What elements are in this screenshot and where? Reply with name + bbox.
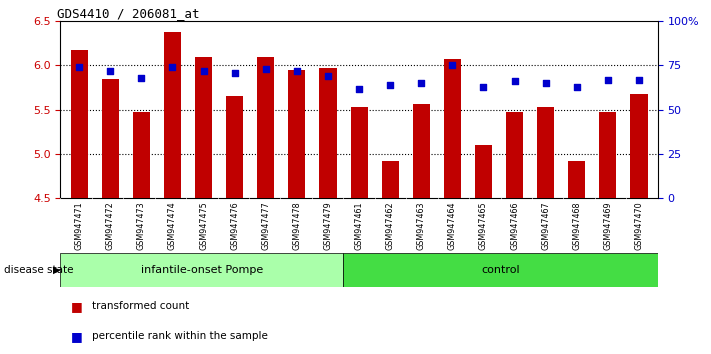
Point [509,79,520,84]
Text: GSM947469: GSM947469 [604,201,612,250]
Bar [631,94,648,198]
Bar [60,253,343,287]
Point [478,84,489,90]
Bar [568,161,585,198]
Point [292,68,303,74]
Text: GSM947471: GSM947471 [75,201,84,250]
Text: GSM947464: GSM947464 [448,201,457,250]
Text: GSM947476: GSM947476 [230,201,239,250]
Text: GSM947473: GSM947473 [137,201,146,250]
Text: GSM947479: GSM947479 [324,201,333,250]
Bar [506,112,523,198]
Text: ▶: ▶ [53,265,61,275]
Point [322,73,333,79]
Point [229,70,240,75]
Text: GSM947465: GSM947465 [479,201,488,250]
Bar [537,107,555,198]
Bar [164,32,181,198]
Text: GSM947472: GSM947472 [106,201,114,250]
Text: GSM947478: GSM947478 [292,201,301,250]
Bar [343,253,658,287]
Point [105,68,116,74]
Text: GSM947474: GSM947474 [168,201,177,250]
Bar [70,51,87,198]
Text: percentile rank within the sample: percentile rank within the sample [92,331,268,341]
Bar [257,57,274,198]
Point [634,77,645,82]
Text: GSM947467: GSM947467 [541,201,550,250]
Text: disease state: disease state [4,265,73,275]
Text: GSM947475: GSM947475 [199,201,208,250]
Text: GSM947470: GSM947470 [634,201,643,250]
Point [602,77,614,82]
Bar [412,103,430,198]
Bar [102,79,119,198]
Bar [382,161,399,198]
Point [540,80,552,86]
Text: infantile-onset Pompe: infantile-onset Pompe [141,265,263,275]
Bar [226,96,243,198]
Bar [288,70,306,198]
Bar [599,112,616,198]
Text: GDS4410 / 206081_at: GDS4410 / 206081_at [58,7,200,20]
Bar [195,57,212,198]
Text: GSM947466: GSM947466 [510,201,519,250]
Text: GSM947477: GSM947477 [261,201,270,250]
Text: GSM947462: GSM947462 [385,201,395,250]
Bar [351,107,368,198]
Text: control: control [481,265,520,275]
Bar [319,68,336,198]
Point [166,64,178,70]
Bar [133,113,150,198]
Point [73,64,85,70]
Point [260,66,272,72]
Text: GSM947461: GSM947461 [355,201,363,250]
Point [385,82,396,88]
Point [353,86,365,91]
Point [571,84,582,90]
Text: ■: ■ [71,330,83,343]
Point [415,80,427,86]
Text: GSM947463: GSM947463 [417,201,426,250]
Point [136,75,147,81]
Point [198,68,209,74]
Point [447,63,458,68]
Text: transformed count: transformed count [92,301,190,311]
Text: GSM947468: GSM947468 [572,201,582,250]
Text: ■: ■ [71,300,83,313]
Bar [475,145,492,198]
Bar [444,59,461,198]
